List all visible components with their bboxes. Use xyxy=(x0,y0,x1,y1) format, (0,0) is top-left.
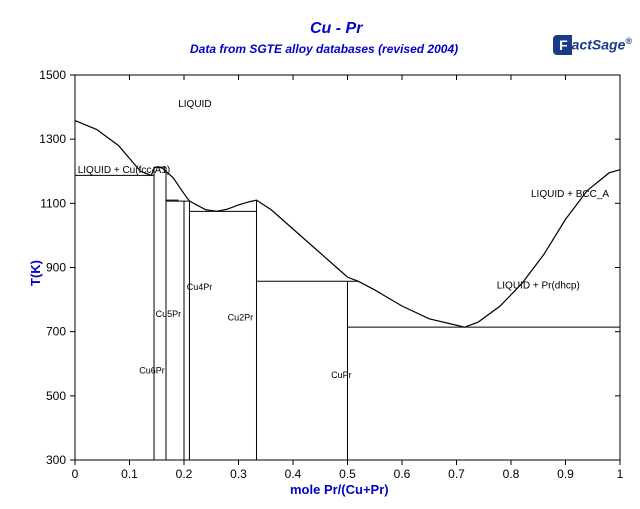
svg-text:0.4: 0.4 xyxy=(285,467,302,481)
svg-text:0.9: 0.9 xyxy=(557,467,574,481)
svg-text:500: 500 xyxy=(46,389,66,403)
svg-text:0.2: 0.2 xyxy=(176,467,193,481)
logo-sage: Sage xyxy=(592,37,625,53)
svg-text:1500: 1500 xyxy=(39,68,66,82)
y-axis-label: T(K) xyxy=(28,260,43,286)
svg-text:LIQUID + BCC_A: LIQUID + BCC_A xyxy=(531,189,609,200)
factsage-logo: FactSage® xyxy=(553,36,632,53)
svg-text:0.6: 0.6 xyxy=(394,467,411,481)
chart-subtitle: Data from SGTE alloy databases (revised … xyxy=(190,42,458,56)
svg-text:0.5: 0.5 xyxy=(339,467,356,481)
svg-text:0.8: 0.8 xyxy=(503,467,520,481)
chart-title: Cu - Pr xyxy=(310,20,362,38)
svg-text:1: 1 xyxy=(617,467,624,481)
svg-text:1300: 1300 xyxy=(39,132,66,146)
svg-text:Cu6Pr: Cu6Pr xyxy=(139,365,165,375)
svg-text:0.7: 0.7 xyxy=(448,467,465,481)
svg-text:Cu5Pr: Cu5Pr xyxy=(156,309,182,319)
svg-text:Cu4Pr: Cu4Pr xyxy=(187,282,213,292)
svg-text:CuPr: CuPr xyxy=(331,370,352,380)
x-axis-label: mole Pr/(Cu+Pr) xyxy=(290,482,389,497)
logo-act: act xyxy=(572,37,592,53)
svg-text:300: 300 xyxy=(46,453,66,467)
svg-text:700: 700 xyxy=(46,325,66,339)
phase-diagram-chart: Cu - Pr Data from SGTE alloy databases (… xyxy=(0,0,640,504)
svg-text:LIQUID: LIQUID xyxy=(178,99,211,110)
svg-text:0.1: 0.1 xyxy=(121,467,138,481)
svg-text:LIQUID + Pr(dhcp): LIQUID + Pr(dhcp) xyxy=(497,280,580,291)
logo-f: F xyxy=(553,35,572,55)
svg-text:0.3: 0.3 xyxy=(230,467,247,481)
logo-reg: ® xyxy=(625,36,632,46)
svg-text:LIQUID + Cu(fcc-A1): LIQUID + Cu(fcc-A1) xyxy=(78,165,171,176)
svg-text:900: 900 xyxy=(46,261,66,275)
plot-svg: 00.10.20.30.40.50.60.70.80.9130050070090… xyxy=(0,0,640,504)
svg-text:1100: 1100 xyxy=(40,196,66,210)
svg-text:Cu2Pr: Cu2Pr xyxy=(228,312,254,322)
svg-text:0: 0 xyxy=(72,467,79,481)
